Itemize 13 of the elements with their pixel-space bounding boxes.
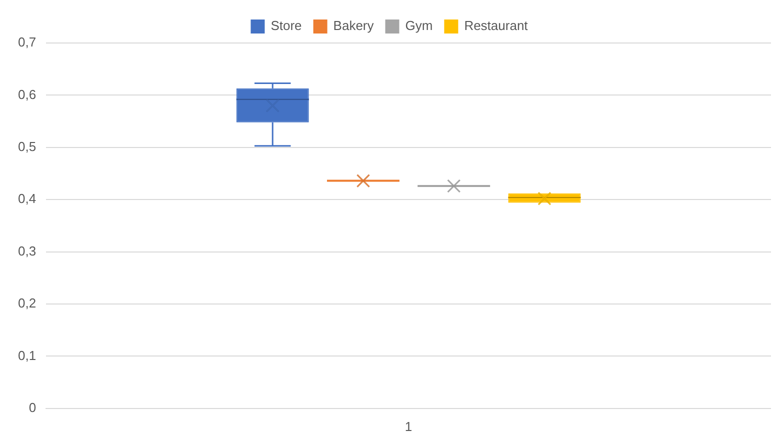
y-tick-label: 0,1 [18, 348, 36, 363]
y-tick-label: 0,7 [18, 34, 36, 50]
y-tick-label: 0,2 [18, 296, 36, 311]
x-tick-label: 1 [404, 418, 412, 434]
y-tick-label: 0 [28, 400, 36, 415]
y-tick-label: 0,3 [18, 243, 36, 258]
legend-label: Restaurant [464, 18, 528, 34]
y-tick-label: 0,6 [18, 86, 36, 102]
y-tick-label: 0,4 [18, 191, 36, 206]
legend-label: Bakery [333, 18, 374, 34]
y-tick-label: 0,5 [18, 138, 36, 154]
legend-label: Gym [405, 18, 433, 34]
legend-label: Store [270, 18, 302, 34]
